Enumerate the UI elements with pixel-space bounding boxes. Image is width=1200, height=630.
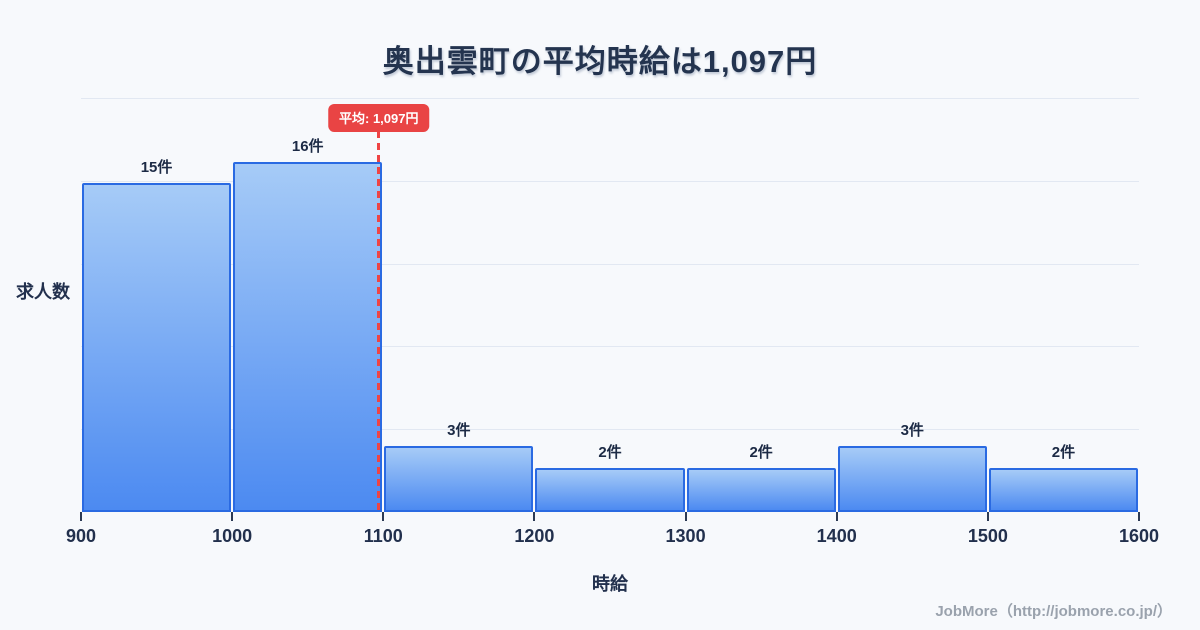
bar-1400-1500	[837, 446, 987, 512]
bar-value-label: 3件	[447, 422, 471, 440]
bar-value-label: 2件	[749, 444, 773, 462]
bar-900-1000	[82, 183, 232, 512]
x-tick-label: 900	[65, 526, 97, 546]
plot-area: 15件 16件 3件 2件 2件 3件 2件 900 1000 1100 1200 1300 1400…	[66, 98, 1159, 546]
x-tick-label: 1600	[1118, 526, 1160, 546]
footer-credit: JobMore（http://jobmore.co.jp/）	[935, 603, 1172, 620]
x-tick-label: 1100	[363, 526, 403, 546]
bar-value-label: 3件	[900, 422, 924, 440]
x-tick-mark	[684, 512, 687, 521]
x-tick-mark	[986, 512, 989, 521]
x-tick-label: 1200	[514, 526, 555, 546]
bar-value-label: 2件	[1051, 444, 1076, 462]
bar-1200-1300	[535, 468, 685, 512]
bar-1100-1200	[384, 446, 534, 512]
bar-value-label: 16件	[291, 137, 324, 155]
x-tick-mark	[80, 512, 82, 521]
bar-1300-1400	[686, 468, 836, 512]
x-tick-mark	[533, 512, 536, 521]
x-axis-label: 時給	[592, 574, 628, 594]
gridline	[81, 263, 1139, 265]
x-tick-mark	[231, 512, 234, 521]
bar-1000-1100	[233, 161, 383, 512]
bar-value-label: 2件	[598, 444, 622, 462]
x-tick-mark	[1138, 512, 1140, 521]
average-line	[377, 131, 381, 512]
x-tick-mark	[835, 512, 838, 521]
gridline	[81, 429, 1139, 431]
x-tick-label: 1500	[967, 526, 1008, 546]
gridline	[81, 180, 1139, 182]
average-badge: 平均: 1,097円	[328, 104, 430, 132]
y-axis-label: 求人数	[16, 282, 70, 302]
x-tick-mark	[382, 512, 385, 521]
x-tick-label: 1000	[212, 526, 253, 546]
bar-1500-1600	[988, 468, 1138, 512]
chart-title: 奥出雲町の平均時給は1,097円	[382, 44, 818, 79]
bar-value-label: 15件	[140, 159, 173, 177]
x-tick-label: 1400	[816, 526, 857, 546]
gridline	[81, 346, 1139, 348]
x-tick-label: 1300	[665, 526, 706, 546]
gridline	[81, 98, 1139, 99]
